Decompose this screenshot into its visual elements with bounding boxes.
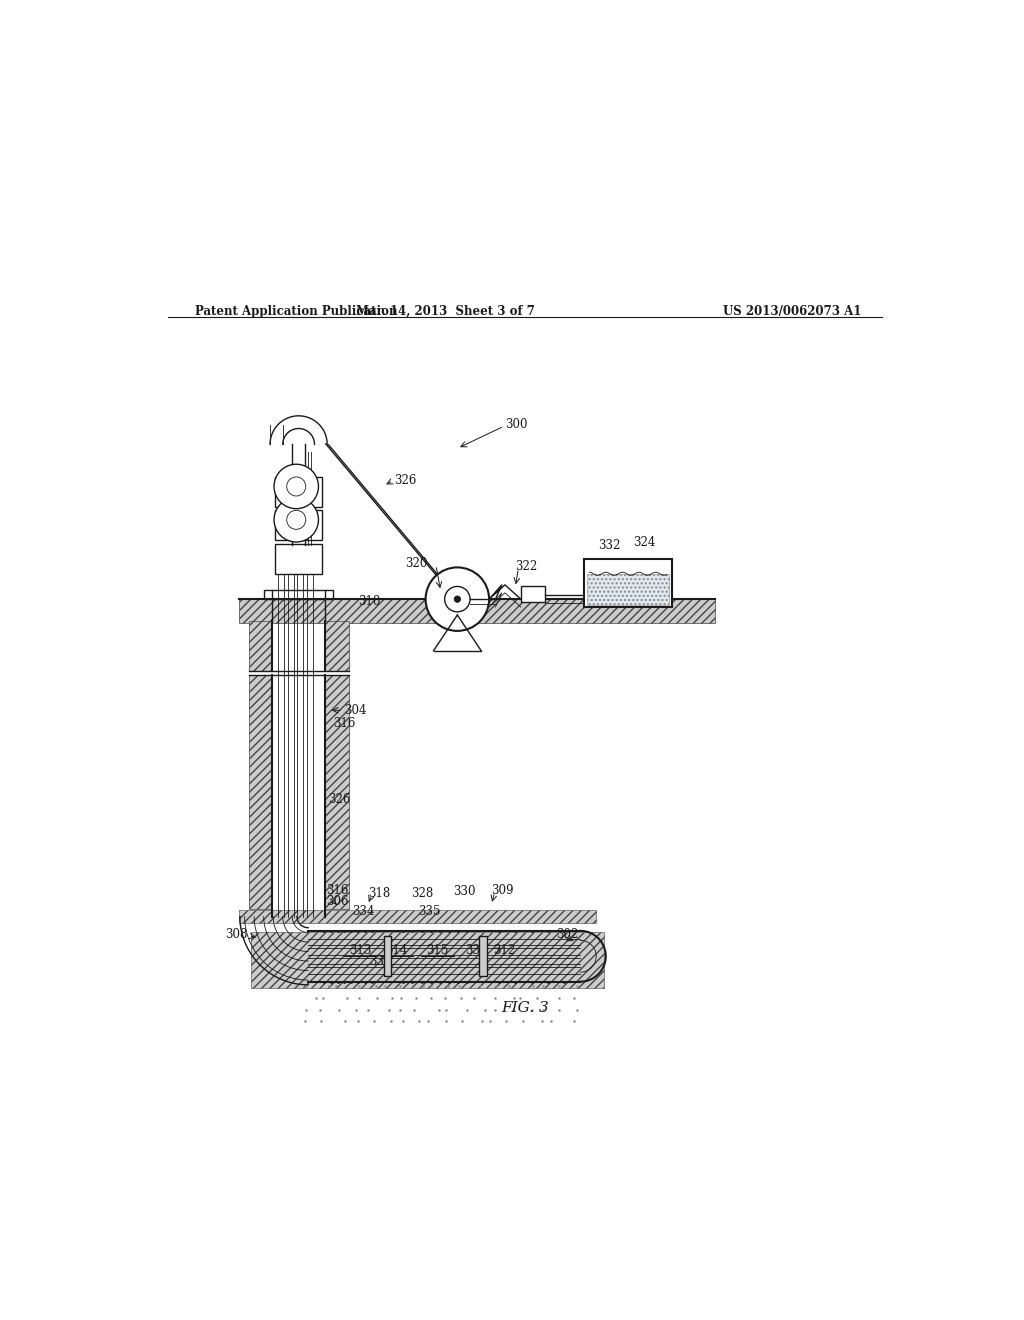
Bar (585, 560, 672, 607)
Text: 309: 309 (490, 884, 513, 896)
Polygon shape (240, 911, 596, 923)
Text: 318: 318 (369, 887, 391, 900)
Circle shape (274, 465, 318, 508)
Text: 304: 304 (344, 704, 367, 717)
Circle shape (287, 477, 306, 496)
Text: 312: 312 (494, 944, 515, 957)
Polygon shape (249, 622, 272, 671)
Circle shape (426, 568, 489, 631)
Text: 326: 326 (394, 474, 416, 487)
Text: FIG. 3: FIG. 3 (501, 1001, 549, 1015)
Text: Patent Application Publication: Patent Application Publication (196, 305, 398, 318)
Bar (384, 936, 391, 975)
Text: 308: 308 (224, 928, 247, 941)
Text: 306: 306 (327, 895, 349, 908)
Text: 332: 332 (598, 540, 621, 553)
Polygon shape (325, 622, 348, 671)
Text: 330: 330 (465, 944, 487, 957)
Circle shape (455, 595, 461, 602)
Text: 320: 320 (406, 557, 428, 570)
Text: 326: 326 (328, 793, 350, 807)
Circle shape (287, 511, 306, 529)
Bar (264, 590, 333, 599)
Text: 336: 336 (369, 956, 391, 969)
Text: 316: 316 (327, 884, 349, 896)
Polygon shape (249, 676, 272, 908)
Text: 322: 322 (515, 560, 538, 573)
Text: 330: 330 (454, 886, 476, 899)
Circle shape (444, 586, 470, 612)
Bar (274, 511, 323, 540)
Text: 315: 315 (426, 944, 449, 957)
Bar (274, 477, 323, 507)
Text: 334: 334 (352, 904, 375, 917)
Polygon shape (240, 599, 715, 623)
Text: 328: 328 (412, 887, 433, 900)
Polygon shape (325, 676, 348, 908)
Polygon shape (251, 932, 604, 987)
Text: 324: 324 (633, 536, 655, 549)
Bar (587, 574, 670, 606)
Circle shape (274, 498, 318, 543)
Text: US 2013/0062073 A1: US 2013/0062073 A1 (723, 305, 861, 318)
Text: Mar. 14, 2013  Sheet 3 of 7: Mar. 14, 2013 Sheet 3 of 7 (356, 305, 535, 318)
Text: 314: 314 (385, 944, 408, 957)
Text: 310: 310 (358, 595, 381, 609)
Bar (479, 936, 486, 975)
Bar (274, 544, 323, 574)
Text: 335: 335 (418, 904, 440, 917)
Text: 300: 300 (505, 418, 527, 432)
Text: 316: 316 (333, 717, 355, 730)
Text: 302: 302 (557, 928, 579, 941)
Text: 313: 313 (349, 944, 372, 957)
Bar (521, 586, 545, 602)
